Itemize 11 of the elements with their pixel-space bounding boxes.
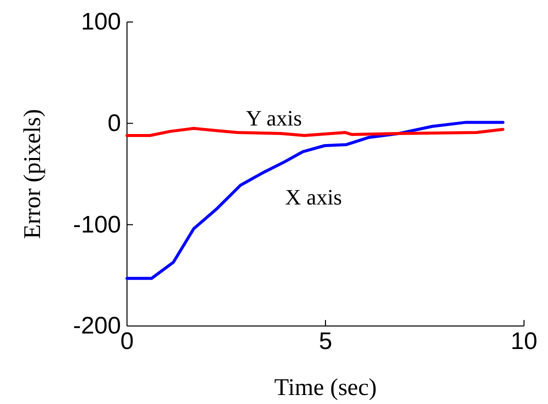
y-tick-label: -200 (72, 312, 121, 340)
x-tick-label: 10 (510, 328, 538, 356)
y-tick-label: 0 (108, 110, 121, 138)
x-axis-title: Time (sec) (274, 375, 377, 401)
y-axis-title: Error (pixels) (20, 109, 46, 239)
x-tick-label: 5 (318, 328, 332, 356)
series-label: X axis (285, 184, 342, 210)
line-series (126, 126, 504, 137)
series-label: Y axis (246, 105, 302, 130)
y-tick-label: 100 (80, 8, 121, 36)
y-tick-label: -100 (72, 211, 121, 238)
